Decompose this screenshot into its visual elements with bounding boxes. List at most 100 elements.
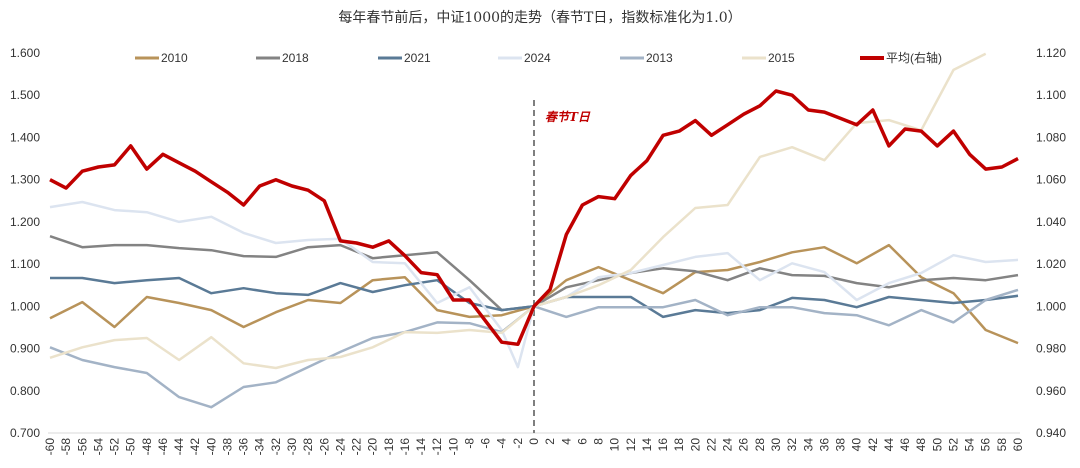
x-tick-label: -54 [91, 438, 105, 456]
x-tick-label: -12 [430, 438, 444, 456]
y-axis-left: 0.700 0.800 0.900 1.000 1.100 1.200 1.300 1.400… [10, 46, 40, 440]
legend-label: 2013 [646, 51, 673, 65]
legend-label: 2024 [524, 51, 551, 65]
legend-item: 2024 [498, 51, 551, 65]
y-left-tick-label: 1.100 [10, 257, 40, 271]
y-right-tick-label: 0.940 [1036, 426, 1066, 440]
y-right-tick-label: 0.980 [1036, 342, 1066, 356]
x-tick-label: -40 [204, 438, 218, 456]
x-tick-label: 40 [850, 438, 864, 452]
x-tick-label: 16 [656, 438, 670, 452]
series-line-2015 [49, 52, 987, 370]
x-tick-label: 12 [624, 438, 638, 452]
y-left-tick-label: 0.900 [10, 342, 40, 356]
x-tick-label: 26 [737, 438, 751, 452]
legend-item: 2010 [135, 51, 188, 65]
x-tick-label: -26 [317, 438, 331, 456]
x-tick-label: -46 [156, 438, 170, 456]
x-tick-label: -20 [366, 438, 380, 456]
x-tick-label: 48 [914, 438, 928, 452]
legend-label: 2021 [404, 51, 431, 65]
y-left-tick-label: 1.200 [10, 215, 40, 229]
y-right-tick-label: 1.020 [1036, 257, 1066, 271]
x-tick-label: 32 [785, 438, 799, 452]
x-tick-label: 20 [688, 438, 702, 452]
x-tick-label: 50 [930, 438, 944, 452]
x-tick-label: 18 [672, 438, 686, 452]
x-tick-label: 30 [769, 438, 783, 452]
x-tick-label: -14 [414, 438, 428, 456]
x-tick-label: 14 [640, 438, 654, 452]
x-tick-label: -34 [253, 438, 267, 456]
series-lines [49, 52, 1019, 409]
x-tick-label: -16 [398, 438, 412, 456]
x-tick-label: 8 [592, 438, 606, 445]
x-tick-label: -22 [350, 438, 364, 456]
series-line-avg [49, 89, 1019, 347]
x-tick-label: 36 [817, 438, 831, 452]
legend-item: 2015 [742, 51, 795, 65]
x-tick-label: -58 [59, 438, 73, 456]
x-tick-label: 6 [575, 438, 589, 445]
x-axis-ticks: -60 -58 -56 -54 -52 -50 -48 -46 -44 -42 -40 -38 -36-… [43, 438, 1025, 456]
x-tick-label: -56 [75, 438, 89, 456]
x-tick-label: 46 [898, 438, 912, 452]
spring-festival-annotation: 春节T日 [545, 110, 591, 124]
x-tick-label: 10 [608, 438, 622, 452]
legend: 2010 2018 2021 2024 2013 2015 平均(右轴) [135, 50, 942, 65]
x-tick-label: -48 [140, 438, 154, 456]
x-tick-label: 54 [963, 438, 977, 452]
x-tick-label: -4 [495, 438, 509, 449]
y-right-tick-label: 1.080 [1036, 130, 1066, 144]
series-line-2024 [49, 200, 1019, 369]
y-right-tick-label: 1.100 [1036, 88, 1066, 102]
y-left-tick-label: 0.700 [10, 426, 40, 440]
y-right-tick-label: 1.000 [1036, 299, 1066, 313]
x-tick-label: -38 [220, 438, 234, 456]
x-tick-label: -10 [446, 438, 460, 456]
legend-item: 2018 [256, 51, 309, 65]
x-tick-label: 44 [882, 438, 896, 452]
x-tick-label: -60 [43, 438, 57, 456]
x-tick-label: -28 [301, 438, 315, 456]
x-tick-label: 22 [704, 438, 718, 452]
y-left-tick-label: 1.500 [10, 88, 40, 102]
y-left-tick-label: 1.400 [10, 130, 40, 144]
x-tick-label: 58 [995, 438, 1009, 452]
x-tick-label: -8 [462, 438, 476, 449]
x-tick-label: 56 [979, 438, 993, 452]
x-tick-label: 60 [1011, 438, 1025, 452]
y-right-tick-label: 1.060 [1036, 173, 1066, 187]
y-right-tick-label: 1.120 [1036, 46, 1066, 60]
x-tick-label: -50 [124, 438, 138, 456]
y-right-tick-label: 1.040 [1036, 215, 1066, 229]
x-tick-label: 42 [866, 438, 880, 452]
legend-item: 2013 [620, 51, 673, 65]
x-tick-label: 24 [721, 438, 735, 452]
legend-label: 2018 [282, 51, 309, 65]
legend-label: 2010 [161, 51, 188, 65]
y-left-tick-label: 1.600 [10, 46, 40, 60]
legend-item: 平均(右轴) [860, 50, 942, 65]
y-left-tick-label: 1.000 [10, 299, 40, 313]
x-tick-label: -24 [333, 438, 347, 456]
y-left-tick-label: 0.800 [10, 384, 40, 398]
x-tick-label: 0 [527, 438, 541, 445]
x-tick-label: -42 [188, 438, 202, 456]
x-tick-label: -32 [269, 438, 283, 456]
x-tick-label: 52 [946, 438, 960, 452]
legend-label: 2015 [768, 51, 795, 65]
x-tick-label: -6 [479, 438, 493, 449]
legend-item: 2021 [378, 51, 431, 65]
x-tick-label: 38 [834, 438, 848, 452]
x-tick-label: -18 [382, 438, 396, 456]
x-tick-label: -30 [285, 438, 299, 456]
x-tick-label: 28 [753, 438, 767, 452]
x-tick-label: -36 [237, 438, 251, 456]
x-tick-label: -44 [172, 438, 186, 456]
x-tick-label: 2 [543, 438, 557, 445]
y-left-tick-label: 1.300 [10, 173, 40, 187]
chart-title: 每年春节前后，中证1000的走势（春节T日，指数标准化为1.0） [338, 9, 741, 26]
y-axis-right: 0.940 0.960 0.980 1.000 1.020 1.040 1.060 1.080… [1036, 46, 1066, 440]
